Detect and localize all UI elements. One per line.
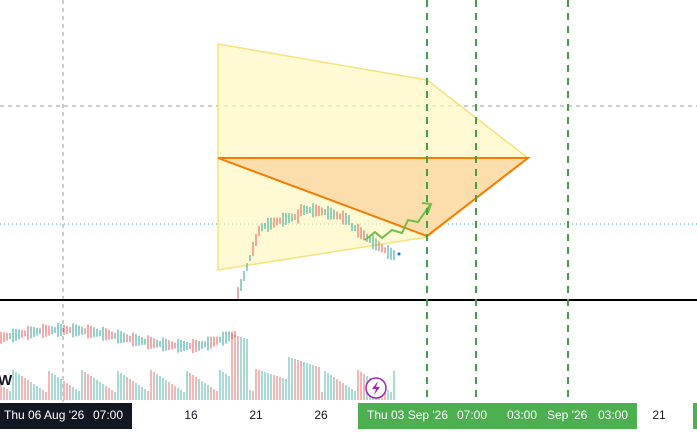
crosshair-date: Thu 06 Aug '26 bbox=[4, 408, 85, 422]
time-tick: 21 bbox=[652, 408, 666, 422]
selection-edge bbox=[693, 403, 697, 429]
candles bbox=[9, 203, 395, 353]
selection-label: Sep '26 bbox=[547, 408, 588, 422]
arrow-head bbox=[421, 202, 433, 214]
selection-label: 03:00 bbox=[598, 408, 628, 422]
selection-label: Thu 03 Sep '26 bbox=[367, 408, 448, 422]
selection-label: 07:00 bbox=[457, 408, 487, 422]
time-tick: 21 bbox=[249, 408, 263, 422]
candles bbox=[0, 204, 386, 353]
crosshair-time: 07:00 bbox=[93, 408, 123, 422]
volume-bars bbox=[9, 337, 395, 400]
selection-range bbox=[358, 403, 637, 429]
marker bbox=[397, 252, 401, 256]
triangle-fill[interactable] bbox=[218, 158, 528, 236]
volume-bars bbox=[0, 334, 386, 400]
triangle-outline[interactable] bbox=[217, 157, 531, 238]
time-tick: 26 bbox=[314, 408, 328, 422]
lightning bbox=[372, 381, 380, 395]
time-tick: 16 bbox=[184, 408, 198, 422]
projection-arrow[interactable] bbox=[364, 204, 431, 241]
watermark: W bbox=[0, 372, 13, 389]
selection-label: 03:00 bbox=[507, 408, 537, 422]
crosshair-label bbox=[0, 403, 132, 429]
